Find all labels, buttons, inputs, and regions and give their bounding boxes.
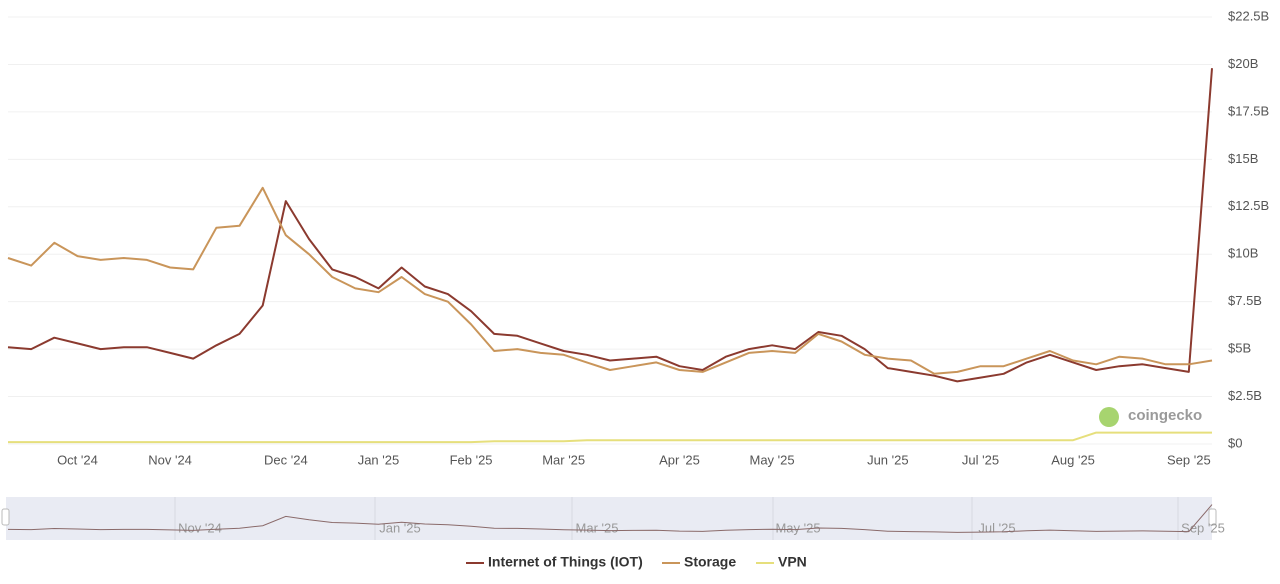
navigator[interactable] xyxy=(6,497,1212,540)
x-tick-label: Sep '25 xyxy=(1167,452,1211,467)
x-tick-label: Jun '25 xyxy=(867,452,909,467)
x-tick-label: May '25 xyxy=(750,452,795,467)
x-tick-label: Nov '24 xyxy=(148,452,192,467)
y-tick-label: $17.5B xyxy=(1228,103,1269,118)
y-tick-label: $10B xyxy=(1228,246,1258,261)
navigator-handle[interactable] xyxy=(1208,508,1217,526)
watermark-logo xyxy=(1099,407,1119,427)
series-line xyxy=(7,68,1213,383)
navigator-line xyxy=(7,504,1213,533)
y-tick-label: $15B xyxy=(1228,151,1258,166)
navigator-label: Sep '25 xyxy=(1181,520,1225,535)
x-tick-label: Feb '25 xyxy=(450,452,493,467)
legend-label[interactable]: Internet of Things (IOT) xyxy=(488,554,643,570)
x-tick-label: Jul '25 xyxy=(962,452,999,467)
y-tick-label: $22.5B xyxy=(1228,8,1269,23)
navigator-label: Jul '25 xyxy=(978,520,1015,535)
x-tick-label: Mar '25 xyxy=(542,452,585,467)
x-tick-label: Dec '24 xyxy=(264,452,308,467)
navigator-handle[interactable] xyxy=(1,508,10,526)
y-tick-label: $12.5B xyxy=(1228,198,1269,213)
y-tick-label: $20B xyxy=(1228,56,1258,71)
watermark: coingecko xyxy=(1128,407,1202,424)
y-tick-label: $7.5B xyxy=(1228,293,1262,308)
x-tick-label: Apr '25 xyxy=(659,452,700,467)
y-tick-label: $5B xyxy=(1228,341,1251,356)
navigator-label: Nov '24 xyxy=(178,520,222,535)
y-tick-label: $2.5B xyxy=(1228,388,1262,403)
legend-label[interactable]: VPN xyxy=(778,554,807,570)
x-tick-label: Aug '25 xyxy=(1051,452,1095,467)
x-tick-label: Oct '24 xyxy=(57,452,98,467)
navigator-label: May '25 xyxy=(775,520,820,535)
y-tick-label: $0 xyxy=(1228,435,1242,450)
navigator-label: Mar '25 xyxy=(576,520,619,535)
x-tick-label: Jan '25 xyxy=(358,452,400,467)
series-line xyxy=(7,186,1213,375)
navigator-label: Jan '25 xyxy=(379,520,421,535)
series-line xyxy=(8,431,1212,444)
legend-label[interactable]: Storage xyxy=(684,554,736,570)
